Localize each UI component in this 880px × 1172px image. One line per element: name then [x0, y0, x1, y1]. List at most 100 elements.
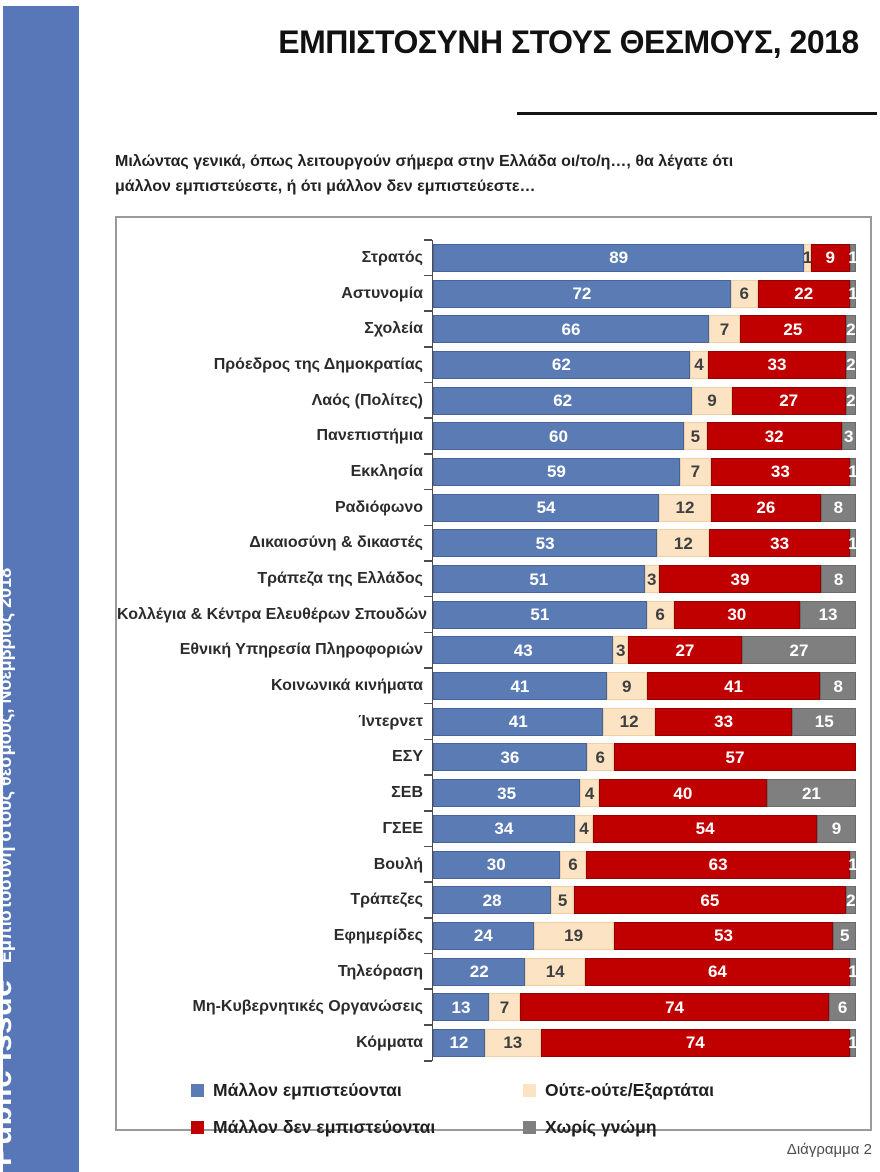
- legend-label: Ούτε-ούτε/Εξαρτάται: [545, 1080, 714, 1100]
- bar-stack: 72 6 22 1: [424, 274, 858, 312]
- bar-segment-neither: 6: [586, 743, 614, 772]
- chart-row: Σχολεία 66 7 25 2: [117, 310, 870, 348]
- category-label: Τράπεζα της Ελλάδος: [257, 570, 423, 588]
- bar-segment-neither: 12: [603, 707, 655, 736]
- legend-swatch-distrust-icon: [191, 1121, 204, 1134]
- bar-segment-no_opinion: 2: [845, 886, 856, 915]
- bar-value-label: 6: [568, 855, 578, 875]
- bar-value-label: 7: [690, 462, 701, 482]
- legend-item-trust: Μάλλον εμπιστεύονται: [191, 1080, 523, 1101]
- bar-value-label: 12: [673, 533, 693, 553]
- survey-question: Μιλώντας γενικά, όπως λειτουργούν σήμερα…: [115, 153, 734, 195]
- bar-segment-distrust: 22: [757, 279, 850, 308]
- bar-segment-neither: 1: [803, 243, 812, 272]
- bar-value-label: 32: [764, 426, 784, 446]
- category-label: Ραδιόφωνο: [334, 498, 423, 516]
- bar-value-label: 35: [497, 783, 517, 803]
- bar-segment-trust: 66: [433, 315, 709, 344]
- bar-segment-distrust: 33: [709, 529, 850, 558]
- bar-value-label: 12: [449, 1033, 469, 1053]
- bar-value-label: 25: [783, 319, 803, 339]
- bar-segment-distrust: 54: [593, 814, 818, 843]
- legend-swatch-trust-icon: [191, 1084, 204, 1097]
- bar-segment-neither: 3: [613, 636, 628, 665]
- bar-value-label: 9: [831, 819, 842, 839]
- bar-segment-trust: 12: [433, 1028, 485, 1057]
- bar-stack: 89 1 9 1: [424, 239, 858, 276]
- bar-value-label: 8: [833, 569, 844, 589]
- bar-value-label: 7: [719, 319, 730, 339]
- bar-stack-track: 54 12 26 8: [433, 493, 856, 522]
- bar-segment-neither: 4: [689, 350, 709, 379]
- bar-stack: 53 12 33 1: [424, 524, 858, 562]
- bar-stack-track: 22 14 64 1: [433, 957, 858, 986]
- bar-value-label: 51: [530, 605, 550, 625]
- page-title: ΕΜΠΙΣΤΟΣΥΝΗ ΣΤΟΥΣ ΘΕΣΜΟΥΣ, 2018: [278, 24, 859, 60]
- bar-value-label: 34: [494, 819, 514, 839]
- bar-value-label: 60: [549, 426, 568, 446]
- chart-row: Κολλέγια & Κέντρα Ελευθέρων Σπουδών 51 6 30…: [117, 595, 870, 633]
- category-label: Λαός (Πολίτες): [311, 391, 423, 409]
- bar-stack: 41 9 41 8: [424, 667, 857, 704]
- bar-stack-track: 60 5 32 3: [433, 422, 856, 451]
- bar-value-label: 9: [622, 676, 632, 696]
- bar-stack: 28 5 65 2: [424, 881, 856, 919]
- bar-stack: 54 12 26 8: [424, 488, 856, 526]
- bar-stack-track: 13 7 74 6: [433, 993, 856, 1022]
- bar-value-label: 6: [739, 284, 749, 304]
- bar-value-label: 1: [848, 462, 858, 482]
- chart-row: Κόμματα 12 13 74 1: [117, 1024, 870, 1062]
- bar-segment-no_opinion: 21: [766, 779, 856, 808]
- bar-stack-track: 41 9 41 8: [433, 672, 857, 701]
- bar-segment-trust: 30: [433, 850, 560, 879]
- bar-segment-neither: 6: [646, 600, 674, 629]
- sidebar-caption: Εμπιστοσύνη στους θεσμούς, Νοέμβριος 201…: [0, 567, 15, 964]
- bar-segment-trust: 41: [433, 672, 607, 701]
- bar-value-label: 5: [839, 926, 850, 946]
- bar-value-label: 54: [536, 498, 556, 518]
- chart-row: Πρόεδρος της Δημοκρατίας 62 4 33 2: [117, 346, 870, 383]
- bar-segment-trust: 24: [433, 921, 534, 950]
- category-label: Εφημερίδες: [333, 926, 423, 944]
- bar-segment-trust: 34: [433, 814, 575, 843]
- bar-value-label: 28: [482, 890, 502, 910]
- bar-value-label: 24: [473, 926, 493, 946]
- bar-segment-distrust: 64: [584, 957, 850, 986]
- bar-segment-no_opinion: 1: [848, 957, 858, 986]
- bar-stack: 30 6 63 1: [424, 845, 858, 883]
- legend-label: Μάλλον δεν εμπιστεύονται: [213, 1117, 436, 1137]
- title-underline-rule: [517, 112, 877, 115]
- bar-segment-no_opinion: 13: [800, 600, 857, 629]
- chart-row: Αστυνομία 72 6 22 1: [117, 274, 870, 312]
- bar-value-label: 8: [833, 498, 844, 518]
- bar-value-label: 13: [818, 605, 838, 625]
- bar-segment-trust: 22: [433, 957, 526, 986]
- bar-stack-track: 72 6 22 1: [433, 279, 858, 308]
- bar-value-label: 63: [708, 855, 728, 875]
- bar-segment-distrust: 27: [627, 636, 742, 665]
- bar-value-label: 66: [561, 319, 581, 339]
- legend-label: Μάλλον εμπιστεύονται: [213, 1080, 402, 1100]
- chart-row: Εθνική Υπηρεσία Πληροφοριών 43 3 27 27: [117, 631, 870, 669]
- bar-stack: 24 19 53 5: [424, 917, 856, 954]
- bar-segment-distrust: 9: [810, 243, 850, 272]
- bar-value-label: 1: [848, 284, 858, 304]
- bar-value-label: 74: [665, 997, 684, 1017]
- bar-stack-track: 62 4 33 2: [433, 350, 856, 379]
- bar-stack-track: 51 3 39 8: [433, 565, 856, 594]
- chart-row: ΓΣΕΕ 34 4 54 9: [117, 810, 870, 847]
- bar-segment-neither: 5: [684, 422, 707, 451]
- bar-value-label: 21: [801, 783, 821, 803]
- bar-value-label: 33: [767, 355, 787, 375]
- bar-value-label: 9: [825, 248, 835, 268]
- legend-label: Χωρίς γνώμη: [545, 1117, 657, 1137]
- bar-segment-distrust: 74: [520, 993, 830, 1022]
- bar-value-label: 13: [451, 997, 471, 1017]
- bar-segment-trust: 28: [433, 886, 552, 915]
- bar-stack-track: 30 6 63 1: [433, 850, 858, 879]
- bar-stack-track: 35 4 40 21: [433, 779, 856, 808]
- chart-row: Τηλεόραση 22 14 64 1: [117, 952, 870, 990]
- bar-value-label: 22: [794, 284, 814, 304]
- bar-segment-no_opinion: 1: [848, 850, 858, 879]
- bar-segment-neither: 19: [533, 921, 614, 950]
